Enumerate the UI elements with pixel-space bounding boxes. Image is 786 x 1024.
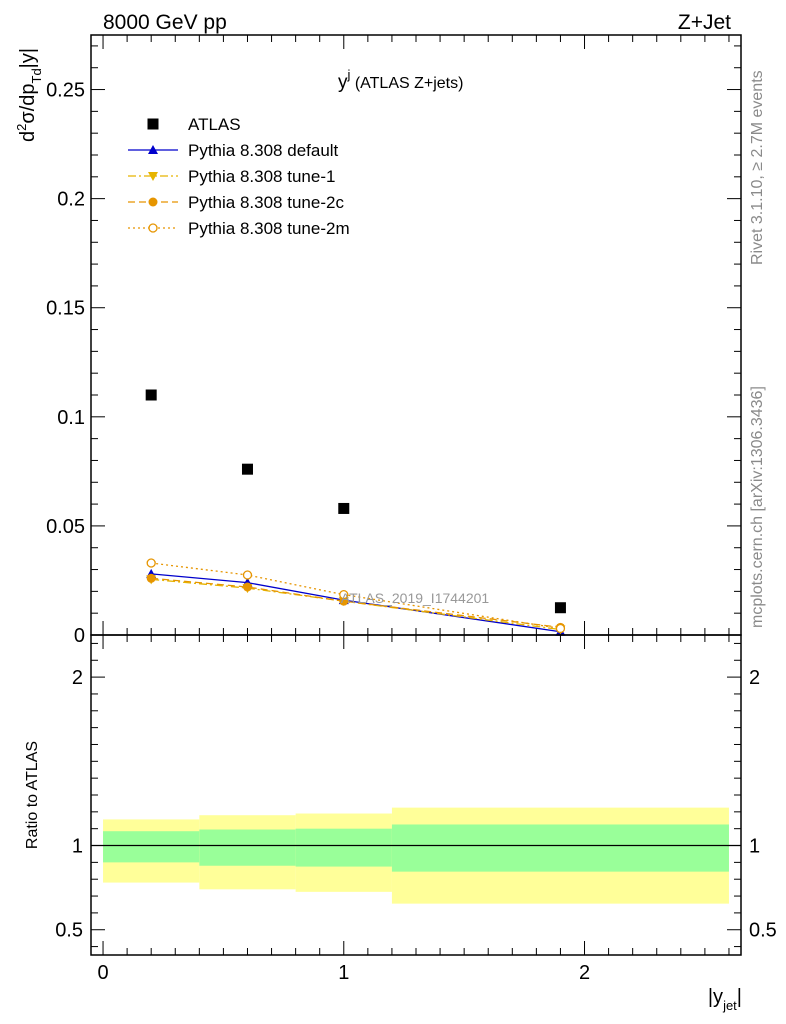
series-line xyxy=(151,577,561,629)
y-tick-label: 0.2 xyxy=(57,189,85,211)
ratio-bands xyxy=(91,807,741,904)
data-point xyxy=(148,197,158,207)
ratio-axis-label: Ratio to ATLAS xyxy=(24,741,41,849)
data-point xyxy=(148,172,158,181)
legend-label: Pythia 8.308 tune-2m xyxy=(188,219,350,238)
ratio-band-inner xyxy=(295,828,392,867)
y-tick-label: 0 xyxy=(74,625,85,647)
ratio-y-tick-label-right: 2 xyxy=(749,667,760,689)
data-point xyxy=(241,463,253,475)
data-point xyxy=(146,573,156,583)
ratio-band-inner xyxy=(199,829,296,866)
legend-label: Pythia 8.308 default xyxy=(188,141,339,160)
y-axis-label: d2σ/dpTd|y| xyxy=(14,48,44,142)
data-point xyxy=(339,596,349,606)
y-tick-label: 0.25 xyxy=(46,80,85,102)
main-panel: 0 0.05 0.1 0.15 0.2 0.25 xyxy=(46,34,742,647)
ratio-frame xyxy=(90,634,742,956)
y-tick-label: 0.15 xyxy=(46,298,85,320)
data-point xyxy=(242,582,252,592)
ratio-panel: 0.5 0.5 1 1 2 2 0 1 2 xyxy=(55,634,777,984)
plot-title: yj (ATLAS Z+jets) xyxy=(338,67,463,93)
legend-item: Pythia 8.308 tune-2c xyxy=(128,193,344,212)
rivet-label: Rivet 3.1.10, ≥ 2.7M events xyxy=(749,70,766,265)
ratio-y-tick-label: 0.5 xyxy=(55,920,83,942)
data-point xyxy=(554,602,566,614)
process-label: Z+Jet xyxy=(678,11,731,34)
data-point xyxy=(555,623,566,634)
data-point xyxy=(147,118,159,130)
legend-item: Pythia 8.308 default xyxy=(128,141,339,160)
series-line xyxy=(151,573,561,633)
legend-label: Pythia 8.308 tune-1 xyxy=(188,167,335,186)
data-point xyxy=(145,389,157,401)
legend-item: ATLAS xyxy=(147,115,241,134)
data-point xyxy=(148,145,158,154)
x-tick-label: 0 xyxy=(97,962,108,984)
legend-label: Pythia 8.308 tune-2c xyxy=(188,193,344,212)
x-tick-label: 1 xyxy=(338,962,349,984)
legend-item: Pythia 8.308 tune-2m xyxy=(128,219,350,238)
data-point xyxy=(338,502,350,514)
ratio-y-tick-label-right: 1 xyxy=(749,836,760,858)
series xyxy=(146,558,566,634)
energy-label: 8000 GeV pp xyxy=(103,11,227,34)
y-tick-label: 0.05 xyxy=(46,516,85,538)
data-point xyxy=(242,570,253,580)
data-point xyxy=(339,589,349,600)
y-tick-label: 0.1 xyxy=(57,407,85,429)
main-axis-ticks: 0 0.05 0.1 0.15 0.2 0.25 xyxy=(46,35,741,647)
x-tick-label: 2 xyxy=(579,962,590,984)
data-point xyxy=(148,223,158,233)
x-axis-label: |yjet| xyxy=(708,986,742,1013)
ratio-y-tick-label: 2 xyxy=(72,667,83,689)
main-series xyxy=(145,389,566,636)
legend-item: Pythia 8.308 tune-1 xyxy=(128,167,335,186)
ratio-y-tick-label: 1 xyxy=(72,836,83,858)
ratio-y-tick-label-right: 0.5 xyxy=(749,920,777,942)
legend-label: ATLAS xyxy=(188,115,241,134)
series xyxy=(146,573,565,632)
ratio-axis-ticks: 0.5 0.5 1 1 2 2 0 1 2 xyxy=(55,635,777,984)
legend: ATLAS Pythia 8.308 default Pythia 8.308 tu… xyxy=(128,115,350,238)
mcplots-label: mcplots.cern.ch [arXiv:1306.3436] xyxy=(749,386,766,628)
data-point xyxy=(146,558,156,568)
series xyxy=(145,389,566,614)
series-line xyxy=(151,562,561,630)
analysis-watermark: ATLAS_2019_I1744201 xyxy=(341,590,490,606)
ratio-band-inner xyxy=(391,824,729,872)
ratio-band-inner xyxy=(103,831,200,863)
